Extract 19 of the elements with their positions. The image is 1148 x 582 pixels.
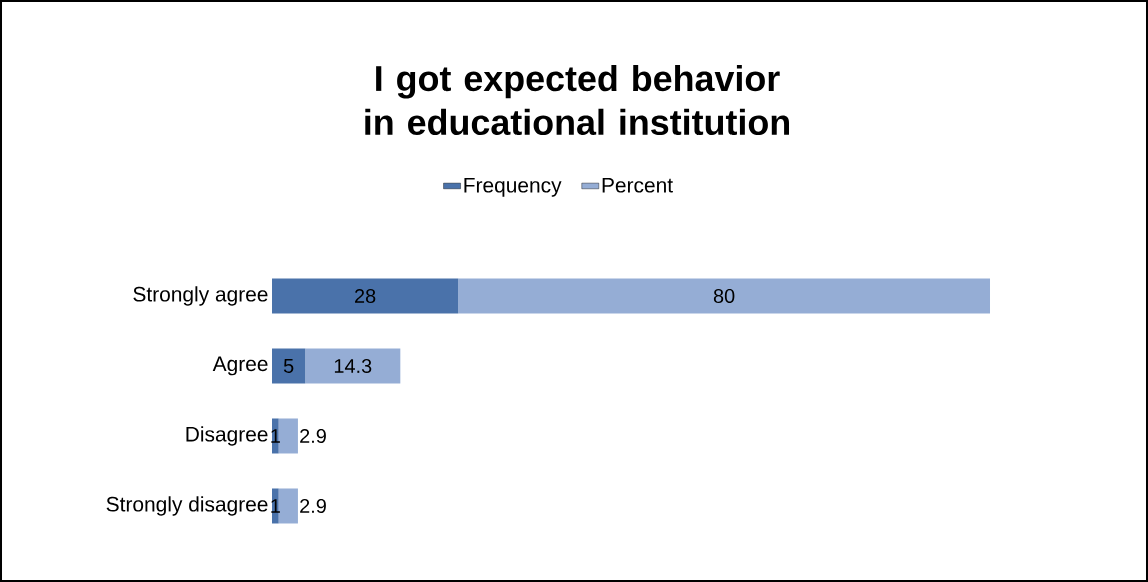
- bar: [272, 278, 459, 314]
- data-label: 5: [283, 359, 294, 373]
- legend-label: Percent: [602, 178, 673, 193]
- bar: [278, 418, 298, 454]
- y-tick-label: Strongly agree: [133, 286, 268, 306]
- bar: [272, 348, 306, 384]
- data-label: 2.9: [300, 428, 326, 444]
- y-tick-label: Strongly disagree: [106, 496, 268, 516]
- data-label: 2.9: [300, 498, 326, 514]
- data-label: 28: [355, 288, 376, 304]
- data-label: 80: [713, 288, 735, 304]
- y-tick-label: Disagree: [186, 426, 268, 446]
- bar: [458, 278, 991, 314]
- bar: [305, 348, 401, 384]
- data-label: 14.3: [334, 358, 372, 374]
- chart-title: I got expected behavior in educational institution: [365, 64, 789, 136]
- y-tick-label: Agree: [212, 356, 268, 376]
- bar: [278, 488, 298, 524]
- legend-label: Frequency: [464, 178, 562, 197]
